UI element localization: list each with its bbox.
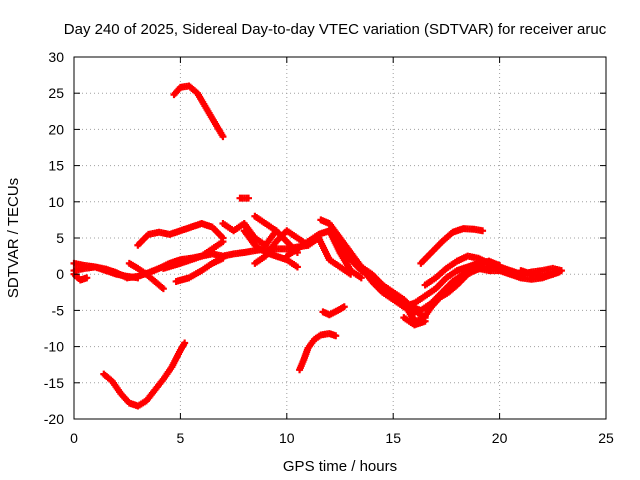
x-tick-label: 10 [279, 430, 295, 446]
data-point [244, 194, 252, 202]
x-tick-label: 5 [177, 430, 185, 446]
series-track-u [319, 303, 348, 319]
data-point [219, 254, 227, 262]
x-tick-label: 15 [385, 430, 401, 446]
data-point [83, 274, 91, 282]
x-tick-label: 20 [492, 430, 508, 446]
y-tick-label: 30 [48, 49, 64, 65]
y-tick-labels: -20 -15 -10 -5 0 5 10 15 20 25 30 [44, 49, 64, 427]
data-point [557, 267, 565, 275]
y-tick-label: -20 [44, 411, 64, 427]
data-points [70, 82, 565, 410]
series-track-g [125, 259, 167, 293]
data-point [181, 339, 189, 347]
y-tick-label: -10 [44, 339, 64, 355]
y-tick-label: -15 [44, 375, 64, 391]
data-point [340, 303, 348, 311]
series-track-h [172, 254, 227, 285]
data-point [479, 227, 487, 235]
series-track-t [296, 330, 340, 374]
series-track-w [400, 257, 504, 311]
series-track-d [134, 220, 227, 249]
series-track-f [170, 82, 227, 141]
data-point [357, 274, 365, 282]
series-track-e [100, 339, 189, 410]
data-point [332, 332, 340, 340]
chart-title: Day 240 of 2025, Sidereal Day-to-day VTE… [64, 21, 607, 38]
x-tick-label: 0 [70, 430, 78, 446]
data-point [219, 238, 227, 246]
series-track-z [417, 225, 487, 267]
data-point [293, 263, 301, 271]
series-track-b [70, 259, 142, 282]
series-track-ad [400, 314, 429, 329]
y-tick-label: 10 [48, 194, 64, 210]
data-point [159, 285, 167, 293]
x-tick-labels: 0 5 10 15 20 25 [70, 430, 614, 446]
data-point [134, 274, 142, 282]
data-point [219, 133, 227, 141]
y-tick-label: 20 [48, 121, 64, 137]
data-point [421, 317, 429, 325]
x-tick-label: 25 [598, 430, 614, 446]
y-tick-label: 15 [48, 158, 64, 174]
y-tick-label: 0 [56, 266, 64, 282]
y-tick-label: -5 [52, 302, 65, 318]
y-axis-label: SDTVAR / TECUs [5, 178, 22, 298]
y-tick-label: 5 [56, 230, 64, 246]
x-axis-label: GPS time / hours [283, 458, 397, 475]
axis-ticks [73, 56, 607, 420]
series-track-ac [517, 267, 565, 280]
y-tick-label: 25 [48, 85, 64, 101]
series-track-n [236, 194, 252, 202]
series-track-i [159, 238, 227, 272]
